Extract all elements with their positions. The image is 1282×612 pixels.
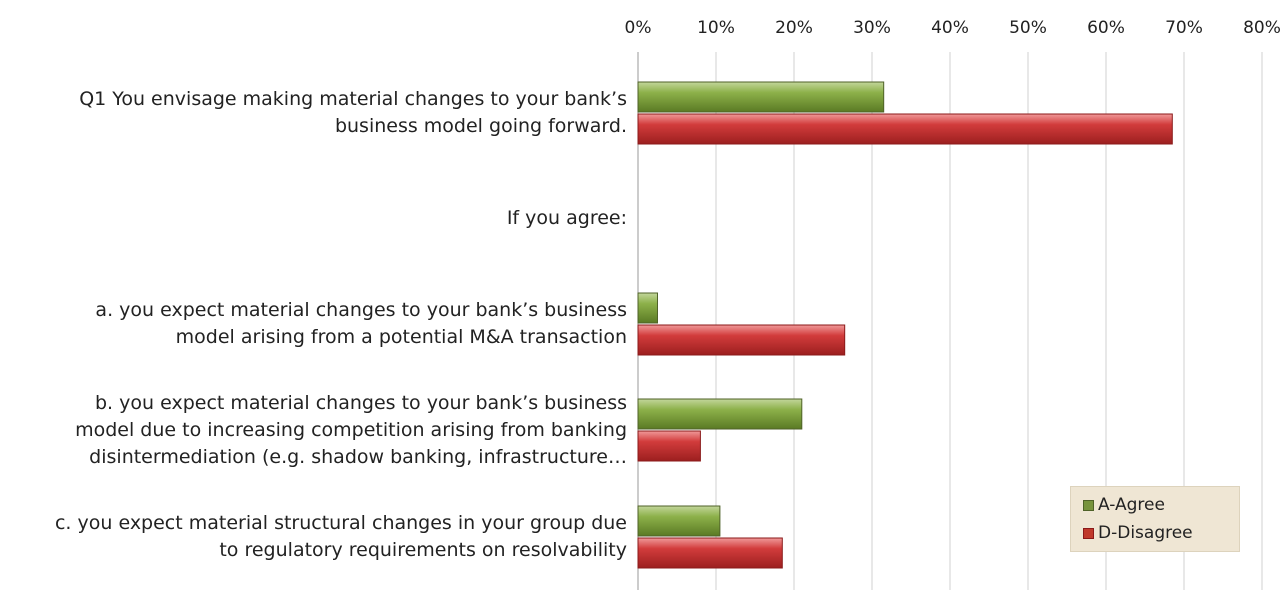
x-tick-label: 30% bbox=[853, 18, 891, 38]
x-tick-label: 20% bbox=[775, 18, 813, 38]
bar-agree bbox=[637, 292, 658, 324]
legend-label-disagree: D-Disagree bbox=[1098, 523, 1193, 543]
legend-item-disagree: D-Disagree bbox=[1083, 523, 1193, 543]
category-label-line: to regulatory requirements on resolvabil… bbox=[219, 539, 627, 561]
category-label-line: b. you expect material changes to your b… bbox=[95, 391, 627, 414]
bar-agree bbox=[637, 81, 885, 113]
x-tick-label: 50% bbox=[1009, 18, 1047, 38]
legend-swatch-agree bbox=[1083, 499, 1094, 511]
category-label: If you agree: bbox=[2, 205, 627, 232]
legend-label-agree: A-Agree bbox=[1098, 495, 1165, 515]
category-label: b. you expect material changes to your b… bbox=[2, 390, 627, 471]
bar-disagree bbox=[637, 430, 701, 462]
category-label-line: If you agree: bbox=[506, 206, 627, 229]
category-label-line: model arising from a potential M&A trans… bbox=[175, 326, 627, 348]
x-tick-label: 70% bbox=[1165, 18, 1203, 38]
x-tick-label: 40% bbox=[931, 18, 969, 38]
bar-disagree bbox=[637, 537, 783, 569]
legend: A-Agree D-Disagree bbox=[1070, 486, 1240, 552]
x-tick-label: 80% bbox=[1243, 18, 1281, 38]
legend-swatch-disagree bbox=[1083, 527, 1094, 539]
x-tick-label: 0% bbox=[625, 18, 652, 38]
category-label-line: c. you expect material structural change… bbox=[54, 512, 627, 534]
category-label-line: business model going forward. bbox=[334, 115, 627, 137]
x-tick-label: 60% bbox=[1087, 18, 1125, 38]
bars bbox=[637, 81, 1173, 569]
x-axis-tick-labels: 0% 10% 20% 30% 40% 50% 60% 70% 80% bbox=[625, 18, 1281, 38]
bar-agree bbox=[637, 505, 721, 537]
category-label-line: model due to increasing competition aris… bbox=[75, 418, 627, 441]
category-label-line: Q1 You envisage making material changes … bbox=[79, 88, 627, 110]
legend-item-agree: A-Agree bbox=[1083, 495, 1165, 515]
category-label: Q1 You envisage making material changes … bbox=[2, 86, 627, 140]
bar-disagree bbox=[637, 113, 1173, 145]
bar-disagree bbox=[637, 324, 846, 356]
x-tick-label: 10% bbox=[697, 18, 735, 38]
category-label-line: a. you expect material changes to your b… bbox=[95, 299, 627, 321]
category-label: c. you expect material structural change… bbox=[2, 510, 627, 564]
category-label-line: disintermediation (e.g. shadow banking, … bbox=[89, 445, 627, 468]
bar-agree bbox=[637, 398, 803, 430]
category-label: a. you expect material changes to your b… bbox=[2, 297, 627, 351]
